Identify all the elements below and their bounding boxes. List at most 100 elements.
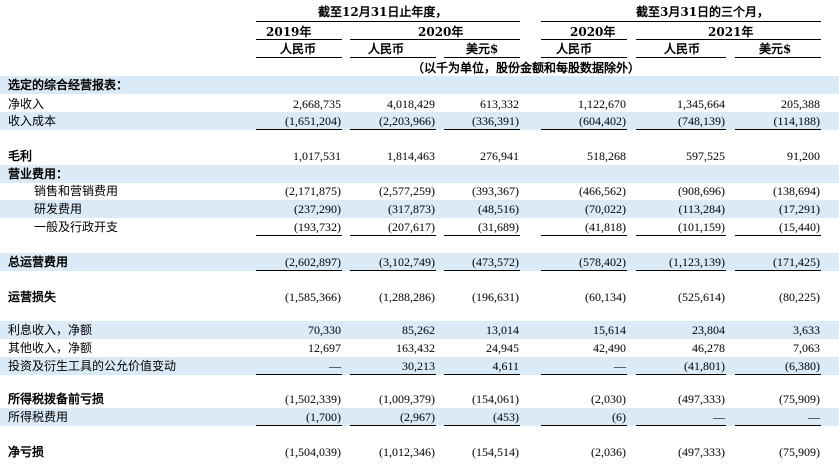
subtotal-rule [735, 425, 821, 426]
table-row: 投资及衍生工具的公允价值变动 — 30,213 4,611 — (41,801) (6,38… [0, 357, 839, 375]
table-row [0, 130, 839, 148]
currency-header: 人民币 [556, 42, 593, 56]
table-row: 净收入 2,668,735 4,018,429 613,332 1,122,670 1,3… [0, 95, 839, 113]
row-value: 24,945 [486, 341, 519, 355]
subtotal-rule [350, 425, 436, 426]
header-rule [541, 21, 821, 22]
row-value: (1,288,286) [379, 290, 435, 304]
subtotal-rule [256, 129, 342, 130]
subtotal-rule [735, 129, 821, 130]
row-value: (41,818) [585, 220, 626, 234]
subtotal-rule [256, 425, 342, 426]
row-value: 23,804 [692, 323, 725, 337]
subtotal-rule [636, 129, 726, 130]
row-value: 1,122,670 [578, 97, 626, 111]
row-value: 42,490 [593, 341, 626, 355]
table-row: 研发费用 (237,290) (317,873) (48,516) (70,022) (1… [0, 200, 839, 218]
subtotal-rule [350, 374, 436, 375]
row-value: (31,689) [478, 220, 519, 234]
subtotal-rule [256, 270, 342, 271]
row-value: (75,909) [779, 392, 820, 406]
row-value: (453) [493, 410, 519, 424]
row-value: 518,268 [587, 149, 626, 163]
row-value: (171,425) [773, 255, 820, 269]
subtotal-rule [444, 129, 520, 130]
row-value: 3,633 [793, 323, 820, 337]
row-value: 13,014 [486, 323, 519, 337]
row-value: (80,225) [779, 290, 820, 304]
row-value: 205,388 [781, 97, 820, 111]
row-label: 收入成本 [8, 114, 57, 128]
row-value: (48,516) [478, 202, 519, 216]
row-value: (154,514) [472, 445, 519, 459]
row-value: — [329, 359, 341, 373]
row-value: (473,572) [472, 255, 519, 269]
year-rule [256, 39, 342, 40]
row-value: — [713, 410, 725, 424]
subtotal-rule [636, 235, 726, 236]
row-label: 研发费用 [34, 202, 83, 216]
row-label: 总运营费用 [8, 255, 69, 269]
row-value: (1,585,366) [285, 290, 341, 304]
row-value: 597,525 [686, 149, 725, 163]
row-value: 46,278 [692, 341, 725, 355]
row-value: (578,402) [579, 255, 626, 269]
row-value: 276,941 [480, 149, 519, 163]
row-label: 毛利 [8, 149, 33, 163]
row-value: (75,909) [779, 445, 820, 459]
row-value: (317,873) [388, 202, 435, 216]
row-value: 163,432 [396, 341, 435, 355]
row-value: — [808, 410, 820, 424]
row-value: (466,562) [579, 184, 626, 198]
row-value: 1,017,531 [293, 149, 341, 163]
table-row [0, 425, 839, 443]
row-value: 4,018,429 [387, 97, 435, 111]
table-row: 毛利 1,017,531 1,814,463 276,941 518,268 597,52… [0, 147, 839, 165]
currency-rule [735, 57, 821, 58]
row-value: (207,617) [388, 220, 435, 234]
row-value: (1,502,339) [285, 392, 341, 406]
subtotal-rule [256, 374, 342, 375]
row-label: 销售和营销费用 [34, 184, 119, 198]
table-row: 收入成本 (1,651,204) (2,203,966) (336,391) (604,… [0, 112, 839, 130]
row-value: (525,614) [678, 290, 725, 304]
currency-rule [444, 57, 520, 58]
row-value: 30,213 [402, 359, 435, 373]
header-rule [256, 21, 520, 22]
subtotal-rule [636, 270, 726, 271]
year-2021-q: 2021年 [708, 25, 754, 39]
subtotal-rule [256, 235, 342, 236]
table-row [0, 270, 839, 288]
row-label: 运营损失 [8, 290, 57, 304]
subtotal-rule [541, 270, 627, 271]
row-value: 85,262 [402, 323, 435, 337]
currency-header: 人民币 [368, 42, 405, 56]
row-value: (6,380) [785, 359, 820, 373]
row-value: (1,651,204) [285, 114, 341, 128]
currency-header: 人民币 [280, 42, 317, 56]
row-value: 1,814,463 [387, 149, 435, 163]
row-value: (237,290) [294, 202, 341, 216]
row-value: (3,102,749) [379, 255, 435, 269]
table-row: 选定的综合经营报表： [0, 76, 839, 94]
row-label: 一般及行政开支 [34, 220, 119, 234]
table-row: 其他收入，净额 12,697 163,432 24,945 42,490 46,278 7,… [0, 339, 839, 357]
subtotal-rule [735, 374, 821, 375]
row-value: 613,332 [480, 97, 519, 111]
row-value: (2,967) [400, 410, 435, 424]
row-label: 所得税拨备前亏损 [8, 392, 105, 406]
table-row: 运营损失 (1,585,366) (1,288,286) (196,631) (60,1… [0, 288, 839, 306]
subtotal-rule [541, 425, 627, 426]
period-header-fiscal-year: 截至12月31日止年度， [318, 5, 448, 19]
table-row: 营业费用： [0, 165, 839, 183]
row-value: (113,284) [678, 202, 725, 216]
row-value: (114,188) [773, 114, 820, 128]
subtotal-rule [444, 270, 520, 271]
subtotal-rule [350, 270, 436, 271]
row-value: 4,611 [492, 359, 519, 373]
row-value: (101,159) [678, 220, 725, 234]
row-value: (2,030) [591, 392, 626, 406]
row-value: (1,504,039) [285, 445, 341, 459]
row-label: 利息收入，净额 [8, 323, 93, 337]
currency-header: 美元$ [466, 42, 499, 56]
